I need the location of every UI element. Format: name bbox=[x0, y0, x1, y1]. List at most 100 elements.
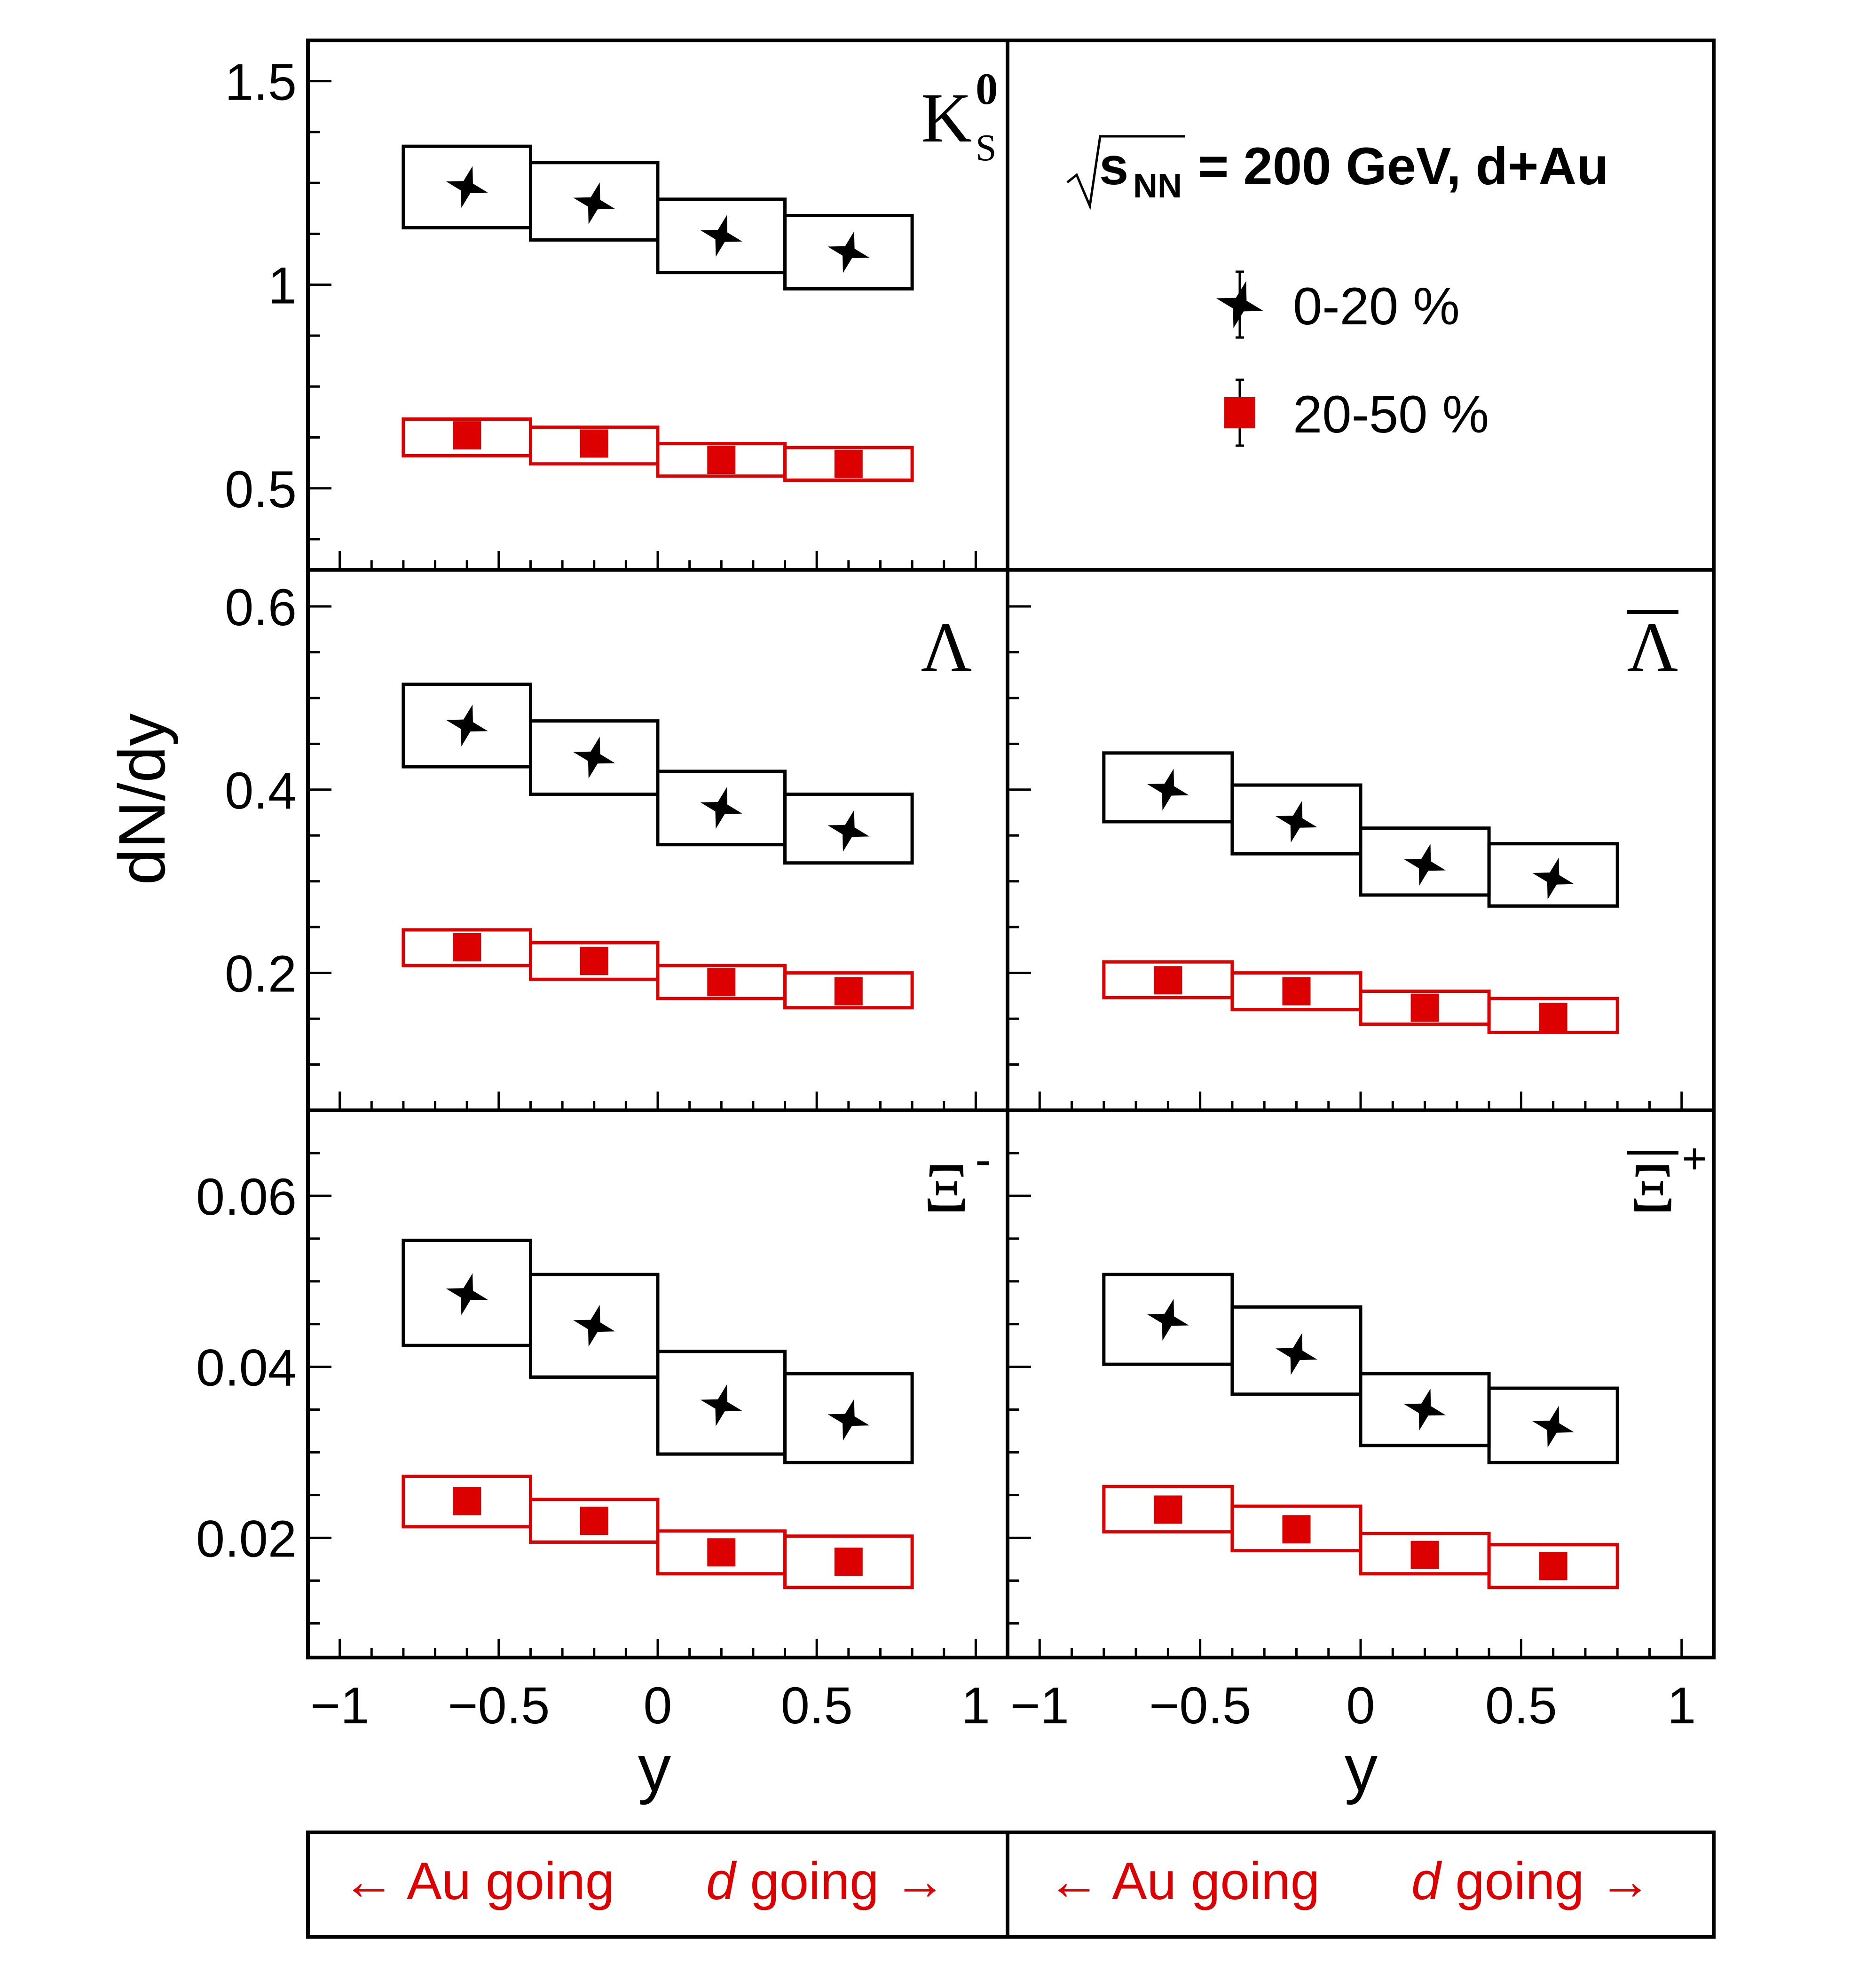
data-point-star bbox=[827, 231, 870, 273]
y-tick-label: 1 bbox=[268, 257, 297, 315]
panel-XiMinus: −1 −0.5 0 0.5 1 0.02 0.04 0.06 Ξ - bbox=[196, 1108, 1009, 1735]
panels-layer: 0.511.5 K 0S0.20.40.6Λ Λ−1 −0.5 0 0.5 10.020.04… bbox=[196, 39, 1716, 1735]
data-point-star bbox=[700, 215, 742, 257]
series-peripheral bbox=[1102, 1485, 1619, 1589]
data-point-star bbox=[1276, 801, 1317, 843]
data-point-square bbox=[834, 1548, 863, 1576]
particle-label: Ξ bbox=[1630, 1149, 1675, 1227]
particle-label: Ξ bbox=[924, 1149, 969, 1227]
data-point-square bbox=[453, 933, 481, 962]
panel-AntiLambda: Λ bbox=[1006, 568, 1716, 1112]
series-central bbox=[402, 1238, 914, 1464]
x-tick-label: 0 bbox=[1346, 1677, 1375, 1735]
legend-item-central: 0-20 % bbox=[1216, 270, 1460, 339]
data-point-square bbox=[1282, 1515, 1311, 1544]
data-point-square bbox=[707, 446, 736, 474]
x-tick-label: 1 bbox=[1667, 1677, 1696, 1735]
sys-error-box bbox=[783, 1372, 914, 1464]
sqrt-s-subscript: NN bbox=[1133, 167, 1182, 205]
legend: 0-20 % 20-50 % bbox=[1216, 270, 1489, 447]
particle-label-superscript: + bbox=[1682, 1134, 1707, 1184]
sys-error-box bbox=[783, 446, 914, 482]
going-rest-left: going → bbox=[735, 1852, 946, 1910]
data-point-star bbox=[700, 787, 742, 829]
data-point-square bbox=[580, 1507, 608, 1535]
series-central bbox=[402, 144, 914, 291]
energy-text: = 200 GeV, d+Au bbox=[1198, 137, 1609, 196]
sys-error-box bbox=[1230, 1305, 1363, 1396]
data-point-square bbox=[1282, 977, 1311, 1006]
sys-error-box bbox=[1487, 1543, 1619, 1589]
data-point-square bbox=[580, 947, 608, 975]
particle-label-superscript: - bbox=[976, 1134, 991, 1184]
y-tick-label: 0.4 bbox=[225, 762, 297, 820]
d-going-left: d going → bbox=[706, 1852, 946, 1910]
info-panel: s NN = 200 GeV, d+Au 0-20 % 20-50 % bbox=[1006, 39, 1716, 572]
data-point-square bbox=[453, 1487, 481, 1516]
panel-Lambda: 0.2 0.4 0.6 Λ bbox=[225, 568, 1009, 1112]
y-tick-label: 0.04 bbox=[196, 1339, 297, 1397]
sys-error-box bbox=[1487, 997, 1619, 1034]
data-point-star bbox=[700, 1384, 742, 1426]
going-rest-right: going → bbox=[1441, 1852, 1651, 1910]
panel-AntiXiPlus: −1 −0.5 0 0.5 1 Ξ + bbox=[1006, 1108, 1716, 1735]
sqrt-sign bbox=[1066, 135, 1185, 211]
data-point-star bbox=[446, 1273, 488, 1315]
info-panel-frame bbox=[1006, 39, 1716, 572]
x-axis-title-right: y bbox=[1345, 1731, 1378, 1805]
data-point-square bbox=[1539, 1003, 1567, 1031]
particle-label-superscript: 0 bbox=[976, 64, 998, 114]
legend-label-central: 0-20 % bbox=[1293, 277, 1460, 336]
data-point-square bbox=[1154, 966, 1182, 995]
sys-error-box bbox=[1487, 842, 1619, 908]
data-point-square bbox=[580, 429, 608, 458]
series-peripheral bbox=[402, 1474, 914, 1589]
x-tick-label: −1 bbox=[310, 1677, 369, 1735]
au-going-left: ← Au going bbox=[342, 1852, 614, 1910]
data-point-square bbox=[453, 421, 481, 450]
direction-footer: ← Au going d going → ← Au going d going … bbox=[306, 1831, 1716, 1939]
sys-error-box bbox=[783, 1534, 914, 1589]
data-point-square bbox=[1539, 1552, 1567, 1580]
data-point-star bbox=[1532, 1406, 1575, 1448]
data-point-square bbox=[1410, 1540, 1439, 1569]
sys-error-box bbox=[783, 971, 914, 1010]
sys-error-box bbox=[1230, 783, 1363, 856]
data-point-square bbox=[707, 1538, 736, 1567]
x-tick-label: 0.5 bbox=[781, 1677, 853, 1735]
footer-frame bbox=[306, 1831, 1716, 1939]
y-tick-label: 0.02 bbox=[196, 1510, 297, 1568]
series-central bbox=[402, 683, 914, 865]
x-axis-title-left: y bbox=[638, 1731, 671, 1805]
data-point-star bbox=[573, 1304, 615, 1347]
data-point-star bbox=[827, 810, 870, 852]
data-point-star bbox=[573, 182, 615, 224]
data-point-square bbox=[834, 449, 863, 478]
sys-error-box bbox=[528, 1498, 660, 1544]
series-peripheral bbox=[402, 928, 914, 1010]
legend-square-marker bbox=[1224, 397, 1255, 428]
sys-error-box bbox=[783, 793, 914, 865]
d-going-right: d going → bbox=[1411, 1852, 1652, 1910]
panel-frame bbox=[306, 39, 1009, 572]
x-tick-label: −0.5 bbox=[448, 1677, 550, 1735]
x-tick-label: −1 bbox=[1010, 1677, 1069, 1735]
legend-label-peripheral: 20-50 % bbox=[1293, 385, 1489, 444]
x-tick-label: −0.5 bbox=[1149, 1677, 1251, 1735]
sys-error-box bbox=[1230, 1504, 1363, 1553]
y-tick-label: 0.6 bbox=[225, 579, 297, 636]
series-central bbox=[1102, 751, 1619, 908]
y-tick-label: 1.5 bbox=[225, 54, 297, 111]
panel-K0S: 0.5 1 1.5 K 0 S bbox=[225, 39, 1009, 572]
series-peripheral bbox=[1102, 960, 1619, 1034]
data-point-square bbox=[834, 977, 863, 1006]
data-point-square bbox=[1154, 1495, 1182, 1524]
data-point-star bbox=[1532, 857, 1575, 900]
y-axis-title: dN/dy bbox=[105, 713, 179, 885]
data-point-star bbox=[1404, 1389, 1446, 1430]
sys-error-box bbox=[528, 941, 660, 981]
sys-error-box bbox=[1487, 1386, 1619, 1464]
data-point-star bbox=[1147, 769, 1189, 811]
d-italic-right: d bbox=[1411, 1852, 1442, 1910]
